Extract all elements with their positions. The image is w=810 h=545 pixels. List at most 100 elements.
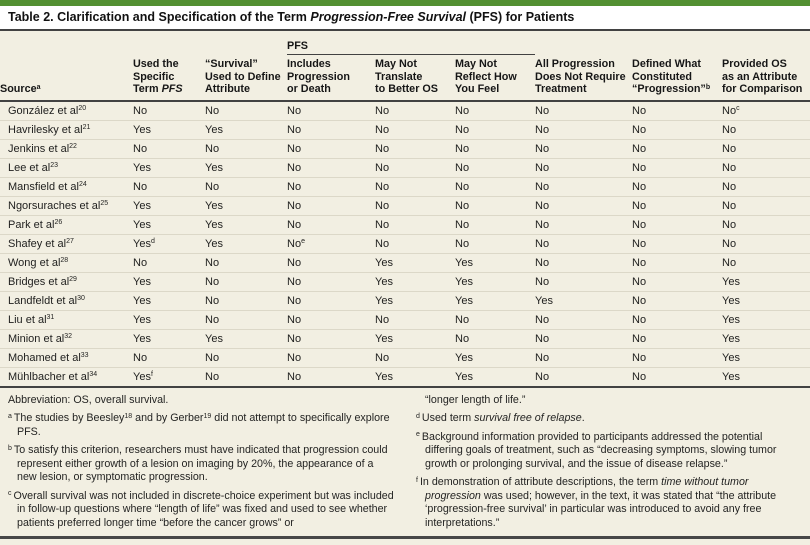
cell-value: No — [535, 157, 633, 177]
cell-source: Mansfield et al24 — [0, 176, 133, 196]
cell-value: No — [632, 328, 723, 348]
group-header-row: PFS — [0, 35, 810, 55]
cell-source: Ngorsuraches et al25 — [0, 195, 133, 215]
cell-source: Shafey et al27 — [0, 233, 133, 253]
cell-source: Lee et al23 — [0, 157, 133, 177]
cell-value: Yes — [375, 328, 455, 348]
cell-value: No — [455, 214, 536, 234]
cell-value: No — [205, 271, 287, 291]
cell-source: Mohamed et al33 — [0, 347, 133, 367]
cell-value: Yes — [133, 195, 205, 215]
cell-value: No — [375, 119, 455, 139]
column-header-includes-progression-or-death: Includes Progression or Death — [287, 54, 375, 102]
cell-value: No — [455, 195, 536, 215]
cell-value: No — [375, 309, 455, 329]
cell-source: Minion et al32 — [0, 328, 133, 348]
footnote-b: b To satisfy this criterion, researchers … — [8, 444, 388, 483]
table-row: Bridges et al29 Yes No No Yes Yes No No Yes — [0, 271, 810, 291]
cell-value: No — [287, 138, 375, 158]
table-row: Minion et al32 Yes Yes No Yes No No No Yes — [0, 328, 810, 348]
cell-source: Bridges et al29 — [0, 271, 133, 291]
cell-value: No — [632, 176, 723, 196]
cell-value: No — [375, 138, 455, 158]
cell-value: Yes — [205, 214, 287, 234]
cell-value: No — [455, 138, 536, 158]
table-row: Havrilesky et al21 Yes Yes No No No No No No — [0, 119, 810, 139]
cell-value: No — [287, 214, 375, 234]
cell-value: Yes — [205, 195, 287, 215]
footnote-text: Abbreviation: OS, overall survival. — [8, 393, 169, 406]
cell-value: No — [535, 309, 633, 329]
cell-value: Yes — [722, 366, 810, 387]
cell-value: No — [287, 366, 375, 387]
group-header-spacer-left — [0, 35, 287, 55]
cell-value: No — [455, 157, 536, 177]
cell-value: Yes — [375, 366, 455, 387]
table-row: Landfeldt et al30 Yes No No Yes Yes Yes No Yes — [0, 290, 810, 310]
column-header-used-specific-term-pfs: Used the Specific Term PFS — [133, 54, 205, 102]
table-row: Ngorsuraches et al25 Yes Yes No No No No No No — [0, 195, 810, 215]
table-row: Wong et al28 No No No Yes Yes No No No — [0, 252, 810, 272]
cell-source: Wong et al28 — [0, 252, 133, 272]
cell-value: Yes — [133, 328, 205, 348]
cell-value: No — [133, 176, 205, 196]
cell-value: No — [205, 366, 287, 387]
cell-value: No — [632, 290, 723, 310]
footnote-d: d Used term survival free of relapse. — [416, 412, 585, 424]
cell-value: No — [455, 233, 536, 253]
cell-value: No — [375, 104, 390, 117]
cell-value: No — [535, 328, 633, 348]
cell-value: No — [455, 309, 536, 329]
cell-value: No — [632, 138, 723, 158]
column-header-all-progression-does-not-require-treatment: All Progression Does Not Require Treatme… — [535, 54, 633, 102]
cell-value: No — [632, 195, 723, 215]
cell-value: No — [632, 309, 723, 329]
cell-value: No — [287, 271, 375, 291]
cell-value: Yes — [722, 328, 810, 348]
cell-value: No — [287, 195, 375, 215]
cell-value: No — [535, 271, 633, 291]
cell-value: No — [287, 328, 375, 348]
cell-value: No — [535, 104, 550, 117]
cell-source: Liu et al31 — [0, 309, 133, 329]
table-body: González et al20 No No No No No No No Noc Havrile… — [0, 101, 810, 387]
cell-value: No — [205, 290, 287, 310]
table-panel: PFS Sourcea Used the Specific Term PFS “Su… — [0, 31, 810, 545]
cell-value: No — [632, 252, 723, 272]
cell-value: No — [287, 119, 375, 139]
cell-value: No — [722, 252, 810, 272]
cell-value: Yes — [133, 290, 205, 310]
footnotes: Abbreviation: OS, overall survival. a The … — [0, 394, 810, 536]
footnotes-left-column: Abbreviation: OS, overall survival. a The … — [8, 394, 394, 536]
cell-value: No — [632, 271, 723, 291]
cell-value: Yes — [722, 290, 810, 310]
cell-value: No — [287, 157, 375, 177]
cell-value: Yes — [455, 271, 536, 291]
column-header-row: Sourcea Used the Specific Term PFS “Surviv… — [0, 54, 810, 102]
cell-source: González et al20 — [8, 104, 87, 117]
cell-value: No — [535, 176, 633, 196]
cell-value: Yesf — [133, 366, 205, 387]
cell-value: No — [375, 233, 455, 253]
footnote-text: “longer length of life.” — [425, 393, 526, 406]
cell-value: Yes — [133, 214, 205, 234]
footnotes-right-column: “longer length of life.” d Used term survi… — [416, 394, 802, 536]
cell-value: No — [722, 138, 810, 158]
table-row: González et al20 No No No No No No No Noc — [0, 101, 810, 121]
group-header-pfs: PFS — [287, 35, 536, 55]
cell-value: Yes — [722, 271, 810, 291]
accent-bar — [0, 0, 810, 6]
column-header-provided-os-as-attribute-for-comparison: Provided OS as an Attribute for Comparis… — [722, 54, 810, 102]
cell-value: No — [455, 176, 536, 196]
table-row: Mohamed et al33 No No No No Yes No No Yes — [0, 347, 810, 367]
cell-value: No — [722, 214, 810, 234]
cell-value: No — [722, 157, 810, 177]
table-title: Table 2. Clarification and Specification… — [0, 6, 810, 31]
table-header: PFS Sourcea Used the Specific Term PFS “Su… — [0, 35, 810, 102]
cell-value: No — [287, 309, 375, 329]
cell-value: No — [535, 252, 633, 272]
cell-value: No — [375, 214, 455, 234]
table-row: Jenkins et al22 No No No No No No No No — [0, 138, 810, 158]
cell-value: No — [722, 119, 810, 139]
